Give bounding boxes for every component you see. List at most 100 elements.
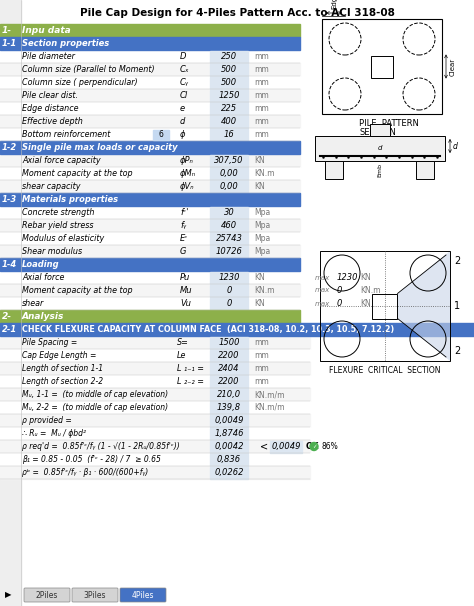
Text: Pile clear dist.: Pile clear dist. <box>22 91 78 100</box>
Text: 16: 16 <box>224 130 234 139</box>
Text: 500: 500 <box>221 78 237 87</box>
Text: Effective depth: Effective depth <box>22 117 83 126</box>
Text: mm: mm <box>254 351 269 360</box>
Text: Cap Edge Length =: Cap Edge Length = <box>22 351 96 360</box>
Text: Loading: Loading <box>22 260 60 269</box>
Bar <box>0 63 300 76</box>
Text: shear capacity: shear capacity <box>22 182 81 191</box>
Bar <box>0 115 300 128</box>
Bar <box>0 37 300 50</box>
Polygon shape <box>398 251 450 361</box>
Text: KN: KN <box>254 182 265 191</box>
Bar <box>0 141 300 154</box>
Text: max: max <box>315 301 330 307</box>
Circle shape <box>310 442 318 450</box>
Text: Shear modulus: Shear modulus <box>22 247 82 256</box>
Bar <box>210 376 248 387</box>
Text: 400: 400 <box>221 117 237 126</box>
Text: KN: KN <box>254 156 265 165</box>
Text: Length of section 1-1: Length of section 1-1 <box>22 364 103 373</box>
Text: 500: 500 <box>221 65 237 74</box>
Text: 139,8: 139,8 <box>217 403 241 412</box>
Bar <box>210 90 248 101</box>
Text: ϕ: ϕ <box>180 130 185 139</box>
Text: Moment capacity at the top: Moment capacity at the top <box>22 169 133 178</box>
Text: 2404: 2404 <box>218 364 240 373</box>
Bar <box>0 167 300 180</box>
Text: KN: KN <box>360 273 371 282</box>
Text: Mpa: Mpa <box>254 247 270 256</box>
Text: ρ req'd =  0.85f'ᶜ/fᵧ (1 - √(1 - 2Rᵤ/0.85f'ᶜ)): ρ req'd = 0.85f'ᶜ/fᵧ (1 - √(1 - 2Rᵤ/0.85… <box>22 442 180 451</box>
Text: 1-1: 1-1 <box>2 39 17 48</box>
Bar <box>210 76 248 88</box>
Text: ∴ Rᵤ =  Mᵤ / ϕbd²: ∴ Rᵤ = Mᵤ / ϕbd² <box>22 429 86 438</box>
Bar <box>210 219 248 231</box>
Text: d: d <box>378 145 382 152</box>
Text: CHECK FLEXURE CAPACITY AT COLUMN FACE  (ACI 318-08, 10.2, 10.3, 10.5, 7.12.2): CHECK FLEXURE CAPACITY AT COLUMN FACE (A… <box>22 325 394 334</box>
Text: 2200: 2200 <box>218 377 240 386</box>
Bar <box>0 0 21 606</box>
Bar <box>0 258 300 271</box>
Text: Pu: Pu <box>180 273 190 282</box>
Bar <box>320 251 450 361</box>
Bar <box>210 441 248 453</box>
Bar <box>417 161 435 179</box>
Bar <box>0 154 300 167</box>
Text: Pile Spacing =: Pile Spacing = <box>22 338 77 347</box>
Bar <box>0 76 300 89</box>
Text: 307,50: 307,50 <box>214 156 244 165</box>
Bar <box>0 180 300 193</box>
Text: Cᵧ: Cᵧ <box>180 78 189 87</box>
Text: Analysis: Analysis <box>22 312 64 321</box>
Text: 2Piles: 2Piles <box>36 590 58 599</box>
Text: Mᵤ, 2-2 =  (to middle of cap elevation): Mᵤ, 2-2 = (to middle of cap elevation) <box>22 403 168 412</box>
Text: 0: 0 <box>226 299 232 308</box>
Bar <box>210 427 248 439</box>
Text: 210,0: 210,0 <box>217 390 241 399</box>
Bar <box>0 310 300 323</box>
Text: 460: 460 <box>221 221 237 230</box>
Text: Rebar yield stress: Rebar yield stress <box>22 221 93 230</box>
Text: fᵧ: fᵧ <box>180 221 186 230</box>
Text: mm: mm <box>254 364 269 373</box>
Text: <: < <box>260 442 268 451</box>
Bar <box>371 56 393 78</box>
Text: Concrete strength: Concrete strength <box>22 208 94 217</box>
Text: 25743: 25743 <box>216 234 242 243</box>
Bar <box>0 284 300 297</box>
Text: KN: KN <box>360 299 371 308</box>
Bar <box>0 375 310 388</box>
Text: 1-4: 1-4 <box>2 260 17 269</box>
Text: max: max <box>315 275 330 281</box>
Text: fᶜ': fᶜ' <box>180 208 188 217</box>
Text: mm: mm <box>254 104 269 113</box>
Text: mm: mm <box>254 65 269 74</box>
Text: 0: 0 <box>337 286 342 295</box>
Text: Mu: Mu <box>180 286 192 295</box>
Text: OK: OK <box>306 442 319 451</box>
Bar <box>210 467 248 479</box>
FancyBboxPatch shape <box>72 588 118 602</box>
Bar <box>0 336 310 349</box>
FancyBboxPatch shape <box>120 588 166 602</box>
Text: Length of section 2-2: Length of section 2-2 <box>22 377 103 386</box>
Bar <box>0 427 310 440</box>
Text: 1250: 1250 <box>218 91 240 100</box>
Text: d: d <box>180 117 185 126</box>
Bar <box>210 155 248 167</box>
Text: mm: mm <box>254 78 269 87</box>
Bar <box>315 136 445 161</box>
Text: e: e <box>180 104 185 113</box>
Bar <box>0 206 300 219</box>
Bar <box>0 414 310 427</box>
Bar <box>0 0 21 606</box>
Bar <box>210 64 248 76</box>
Bar <box>210 271 248 284</box>
Text: Section properties: Section properties <box>22 39 109 48</box>
Text: β₁ = 0.85 - 0.05  (f'ᶜ - 28) / 7  ≥ 0.65: β₁ = 0.85 - 0.05 (f'ᶜ - 28) / 7 ≥ 0.65 <box>22 455 161 464</box>
Bar <box>0 232 300 245</box>
Bar <box>0 193 300 206</box>
Text: ρᵇ =  0.85f'ᶜ/fᵧ · β₁ · 600/(600+fᵧ): ρᵇ = 0.85f'ᶜ/fᵧ · β₁ · 600/(600+fᵧ) <box>22 468 148 477</box>
Text: KN.m/m: KN.m/m <box>254 390 284 399</box>
Text: Clear: Clear <box>450 58 456 76</box>
